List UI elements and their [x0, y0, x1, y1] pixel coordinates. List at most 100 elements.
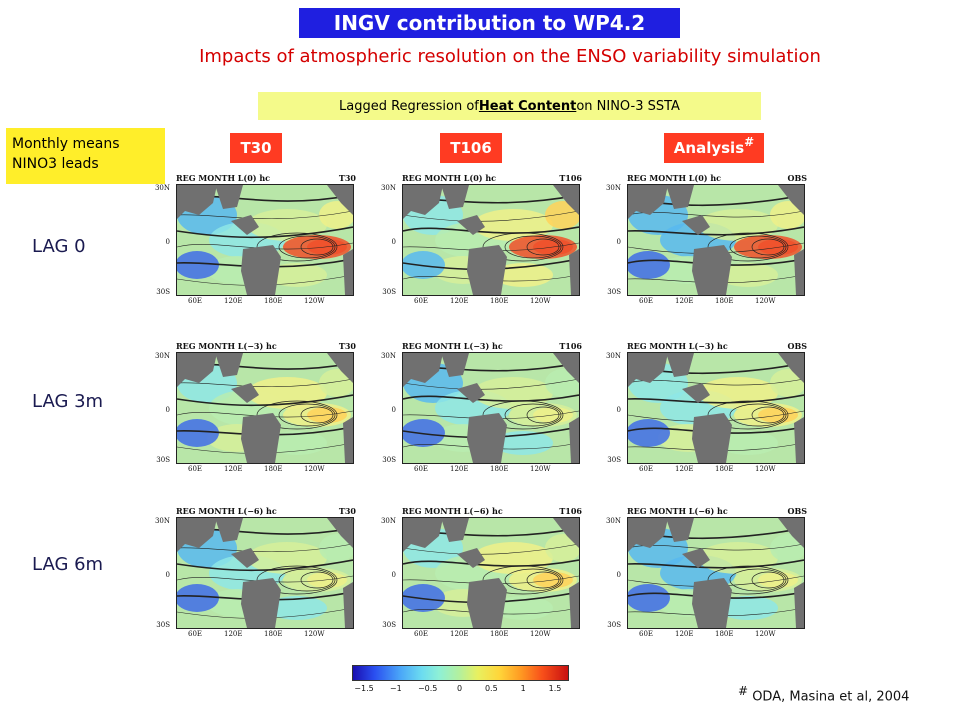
panel-model-tag: OBS: [787, 506, 807, 516]
regression-map: [402, 352, 580, 464]
slide-subtitle: Impacts of atmospheric resolution on the…: [199, 46, 821, 67]
colorbar-tick: −1: [389, 684, 402, 693]
regression-map: [627, 352, 805, 464]
column-header-t106: T106: [440, 133, 502, 163]
panel-title: REG MONTH L(0) hc: [627, 173, 722, 183]
regression-map: [176, 517, 354, 629]
lon-label: 180E: [490, 630, 509, 638]
note-line-2: NINO3 leads: [12, 156, 99, 172]
lat-label: 30N: [380, 517, 396, 525]
analysis-label: Analysis: [673, 139, 745, 157]
lat-label: 30N: [605, 184, 621, 192]
lat-label: 30S: [156, 288, 170, 296]
panel-title: REG MONTH L(−3) hc: [176, 341, 277, 351]
lon-label: 120E: [450, 297, 469, 305]
lon-label: 180E: [490, 465, 509, 473]
lat-label: 0: [616, 406, 621, 414]
lon-label: 120E: [450, 465, 469, 473]
regression-variable: Heat Content: [478, 98, 577, 114]
regression-panel: REG MONTH L(−3) hc OBS 30N 0 30S 60E 120E 180E 1…: [606, 341, 807, 479]
lat-label: 30N: [380, 184, 396, 192]
panel-title: REG MONTH L(−6) hc: [176, 506, 277, 516]
lat-label: 30S: [382, 456, 396, 464]
lon-label: 180E: [264, 630, 283, 638]
lon-label: 120W: [530, 465, 551, 473]
lon-label: 120E: [224, 630, 243, 638]
lon-label: 60E: [414, 297, 429, 305]
lon-label: 60E: [639, 297, 654, 305]
column-header-analysis: Analysis #: [664, 133, 764, 163]
panel-title: REG MONTH L(−3) hc: [627, 341, 728, 351]
regression-map: [402, 184, 580, 296]
lat-label: 0: [616, 571, 621, 579]
lon-label: 120W: [304, 465, 325, 473]
lat-label: 0: [616, 238, 621, 246]
lon-label: 120W: [304, 630, 325, 638]
lat-label: 30N: [154, 184, 170, 192]
regression-map: [176, 352, 354, 464]
colorbar-tick: −1.5: [354, 684, 374, 693]
note-line-1: Monthly means: [12, 136, 120, 152]
regression-prefix: Lagged Regression of: [339, 98, 479, 114]
lat-label: 0: [391, 406, 396, 414]
regression-panel: REG MONTH L(0) hc T106 30N 0 30S 60E 120E 180E 1…: [380, 173, 582, 311]
lon-label: 120E: [224, 297, 243, 305]
regression-suffix: on NINO-3 SSTA: [576, 98, 680, 114]
column-header-t30: T30: [230, 133, 282, 163]
lat-label: 0: [165, 571, 170, 579]
colorbar: −1.5 −1 −0.5 0 0.5 1 1.5: [340, 662, 580, 702]
colorbar-tick: −0.5: [417, 684, 438, 693]
row-label-lag3: LAG 3m: [32, 391, 104, 412]
regression-map: [402, 517, 580, 629]
row-label-lag0: LAG 0: [32, 236, 86, 257]
regression-map: [176, 184, 354, 296]
panel-title: REG MONTH L(0) hc: [176, 173, 271, 183]
regression-panel: REG MONTH L(−3) hc T106 30N 0 30S 60E 120E 180E…: [380, 341, 582, 479]
lon-label: 120W: [755, 297, 776, 305]
colorbar-tick: 1: [520, 684, 526, 693]
panel-model-tag: T30: [338, 173, 356, 183]
lat-label: 30S: [156, 456, 170, 464]
lon-label: 180E: [264, 465, 283, 473]
regression-panel: REG MONTH L(0) hc OBS 30N 0 30S 60E 120E 180E 12…: [605, 173, 807, 311]
panel-title: REG MONTH L(0) hc: [402, 173, 497, 183]
panel-title: REG MONTH L(−3) hc: [402, 341, 503, 351]
panel-model-tag: OBS: [787, 341, 807, 351]
lon-label: 120W: [530, 297, 551, 305]
lat-label: 30N: [154, 517, 170, 525]
lat-label: 30S: [607, 288, 621, 296]
lon-label: 60E: [414, 630, 429, 638]
lat-label: 30N: [154, 352, 170, 360]
lat-label: 0: [165, 238, 170, 246]
regression-panel: REG MONTH L(−6) hc OBS 30N 0 30S 60E 120E 180E 1…: [605, 506, 807, 644]
lat-label: 30N: [605, 517, 621, 525]
panel-title: REG MONTH L(−6) hc: [627, 506, 728, 516]
lon-label: 180E: [264, 297, 283, 305]
panel-model-tag: T106: [559, 506, 582, 516]
lon-label: 120E: [224, 465, 243, 473]
lat-label: 30S: [607, 621, 621, 629]
lon-label: 60E: [188, 297, 203, 305]
lat-label: 30S: [156, 621, 170, 629]
regression-panel: REG MONTH L(−6) hc T106 30N 0 30S 60E 120E 180E…: [380, 506, 582, 644]
monthly-means-note: Monthly means NINO3 leads: [6, 128, 165, 184]
lat-label: 30N: [380, 352, 396, 360]
lon-label: 60E: [639, 630, 654, 638]
regression-panel: REG MONTH L(−3) hc T30 30N 0 30S 60E 120E 180E 1…: [154, 341, 356, 479]
panel-model-tag: T30: [338, 506, 356, 516]
regression-map: [627, 517, 805, 629]
lat-label: 0: [391, 238, 396, 246]
regression-description: Lagged Regression of Heat Content on NIN…: [258, 92, 761, 120]
lon-label: 120W: [530, 630, 551, 638]
lat-label: 30S: [382, 621, 396, 629]
regression-map: [627, 184, 805, 296]
lon-label: 120E: [675, 465, 694, 473]
lon-label: 120W: [755, 465, 776, 473]
lat-label: 0: [165, 406, 170, 414]
lon-label: 60E: [188, 465, 203, 473]
colorbar-tick: 0.5: [484, 684, 498, 693]
lat-label: 0: [391, 571, 396, 579]
lon-label: 60E: [414, 465, 429, 473]
lon-label: 180E: [490, 297, 509, 305]
lon-label: 120E: [675, 630, 694, 638]
